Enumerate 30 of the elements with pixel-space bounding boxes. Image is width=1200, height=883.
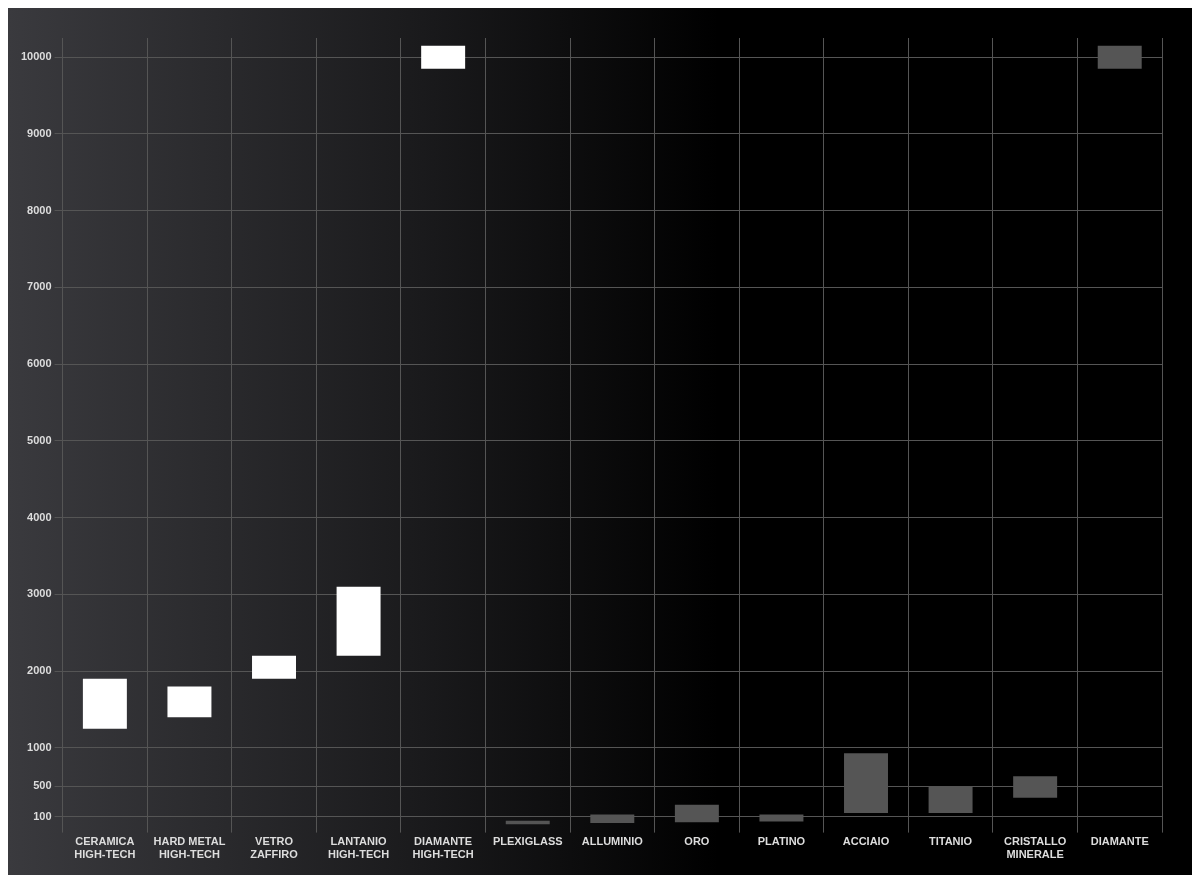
y-tick-label: 4000	[27, 510, 52, 523]
x-tick-label: PLATINO	[757, 835, 806, 848]
x-tick-label: ACCIAIO	[842, 835, 890, 848]
bar	[82, 678, 127, 729]
y-tick-label: 8000	[27, 203, 52, 216]
bar	[421, 45, 466, 69]
bar	[167, 686, 212, 718]
x-tick-label: ORO	[684, 835, 710, 848]
y-tick-label: 5000	[27, 433, 52, 446]
x-tick-label: CERAMICA HIGH-TECH	[74, 835, 136, 861]
x-tick-label: HARD METAL HIGH-TECH	[153, 835, 226, 861]
x-tick-label: VETRO ZAFFIRO	[250, 835, 299, 861]
x-tick-label: LANTANIO HIGH-TECH	[328, 835, 390, 861]
x-tick-label: DIAMANTE HIGH-TECH	[412, 835, 474, 861]
y-tick-label: 100	[33, 809, 52, 822]
y-tick-label: 3000	[27, 587, 52, 600]
x-tick-label: TITANIO	[928, 835, 973, 848]
y-tick-label: 7000	[27, 280, 52, 293]
x-tick-label: PLEXIGLASS	[492, 835, 563, 848]
y-tick-label: 500	[33, 779, 52, 792]
x-tick-label: DIAMANTE	[1090, 835, 1149, 848]
y-tick-label: 9000	[27, 126, 52, 139]
y-tick-label: 10000	[20, 50, 52, 63]
bar	[336, 586, 381, 656]
bar	[252, 655, 296, 679]
y-tick-label: 6000	[27, 357, 52, 370]
x-tick-label: CRISTALLO MINERALE	[1004, 835, 1067, 861]
y-tick-label: 2000	[27, 664, 52, 677]
y-tick-label: 1000	[27, 740, 52, 753]
x-tick-label: ALLUMINIO	[581, 835, 644, 848]
